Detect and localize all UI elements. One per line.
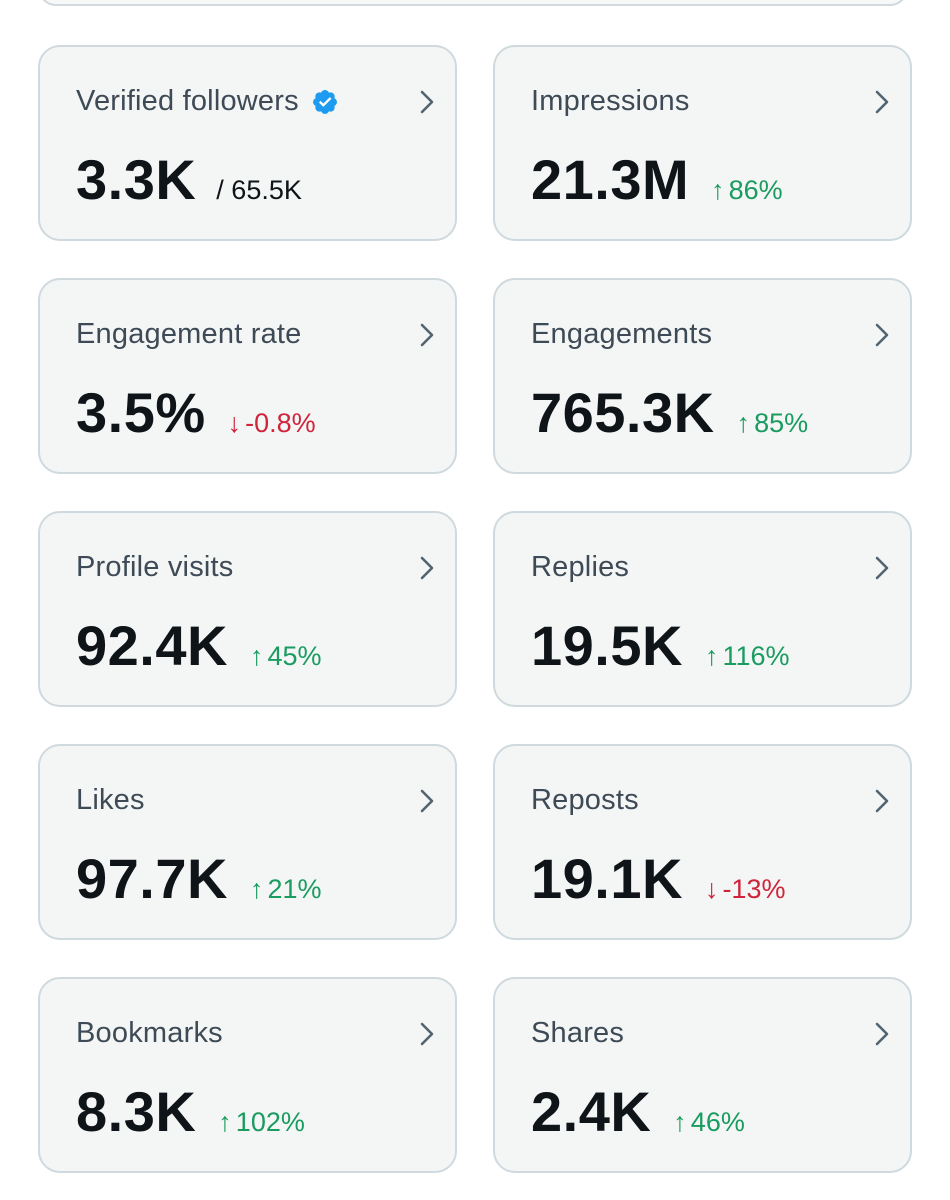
metric-change-value: -0.8% xyxy=(245,408,316,438)
chevron-right-icon xyxy=(420,323,434,347)
arrow-down-icon: ↓ xyxy=(227,408,242,438)
metric-change: ↑ 85% xyxy=(737,408,809,439)
metric-label-row: Likes xyxy=(76,784,145,817)
metric-label: Likes xyxy=(76,784,145,816)
metric-total: / 65.5K xyxy=(216,175,302,205)
metric-label-row: Reposts xyxy=(531,784,639,817)
metric-value: 21.3M xyxy=(531,148,690,211)
metric-label-row: Verified followers xyxy=(76,85,339,118)
metric-change: ↑ 21% xyxy=(250,874,322,905)
metric-value-row: 3.5% ↓ -0.8% xyxy=(76,380,316,445)
metric-label: Shares xyxy=(531,1017,625,1049)
metric-change: ↑ 102% xyxy=(218,1107,305,1138)
metric-change: ↑ 116% xyxy=(705,641,790,672)
metric-change-value: 21% xyxy=(267,874,322,904)
metric-label: Profile visits xyxy=(76,551,234,583)
previous-card-edge xyxy=(38,0,908,6)
metric-value-row: 3.3K / 65.5K xyxy=(76,147,302,212)
metric-value: 765.3K xyxy=(531,381,715,444)
metric-label: Replies xyxy=(531,551,630,583)
metric-change-value: 45% xyxy=(267,641,322,671)
arrow-up-icon: ↑ xyxy=(218,1107,232,1137)
metric-change-value: 102% xyxy=(235,1107,305,1137)
metric-label: Reposts xyxy=(531,784,639,816)
chevron-right-icon xyxy=(420,789,434,813)
arrow-up-icon: ↑ xyxy=(673,1107,687,1137)
arrow-up-icon: ↑ xyxy=(704,641,719,671)
metric-value: 19.5K xyxy=(531,614,683,677)
chevron-right-icon xyxy=(875,323,889,347)
metric-value: 92.4K xyxy=(76,614,228,677)
metric-change-value: 116% xyxy=(722,641,790,671)
metric-value-row: 8.3K ↑ 102% xyxy=(76,1079,305,1144)
metric-card-verified-followers[interactable]: Verified followers 3.3K / 65.5K xyxy=(38,45,457,241)
metric-value-row: 21.3M ↑ 86% xyxy=(531,147,783,212)
metric-label: Engagements xyxy=(531,318,713,350)
metric-label: Engagement rate xyxy=(76,318,302,350)
chevron-right-icon xyxy=(875,789,889,813)
metric-card-impressions[interactable]: Impressions 21.3M ↑ 86% xyxy=(493,45,912,241)
metric-card-engagements[interactable]: Engagements 765.3K ↑ 85% xyxy=(493,278,912,474)
chevron-right-icon xyxy=(420,1022,434,1046)
arrow-down-icon: ↓ xyxy=(704,874,719,904)
chevron-right-icon xyxy=(875,556,889,580)
chevron-right-icon xyxy=(875,1022,889,1046)
chevron-right-icon xyxy=(420,556,434,580)
chevron-right-icon xyxy=(875,90,889,114)
metrics-grid: Verified followers 3.3K / 65.5K Impressi… xyxy=(38,45,912,1173)
arrow-up-icon: ↑ xyxy=(711,175,725,205)
metric-value-row: 19.5K ↑ 116% xyxy=(531,613,790,678)
metric-label-row: Profile visits xyxy=(76,551,234,584)
metric-change: ↓ -0.8% xyxy=(228,408,316,439)
verified-badge-icon xyxy=(312,89,337,114)
metric-label: Impressions xyxy=(531,85,690,117)
metric-label-row: Impressions xyxy=(531,85,690,118)
metric-label-row: Replies xyxy=(531,551,629,584)
metric-card-reposts[interactable]: Reposts 19.1K ↓ -13% xyxy=(493,744,912,940)
metric-value: 8.3K xyxy=(76,1080,197,1143)
metric-value: 19.1K xyxy=(531,847,683,910)
metric-label-row: Engagements xyxy=(531,318,712,351)
metric-value: 97.7K xyxy=(76,847,228,910)
metric-value: 2.4K xyxy=(531,1080,652,1143)
metric-change: ↑ 46% xyxy=(673,1107,745,1138)
metric-value-row: 92.4K ↑ 45% xyxy=(76,613,321,678)
arrow-up-icon: ↑ xyxy=(249,641,264,671)
metric-value: 3.3K xyxy=(76,148,197,211)
metric-change: ↑ 86% xyxy=(711,175,783,206)
metric-card-shares[interactable]: Shares 2.4K ↑ 46% xyxy=(493,977,912,1173)
metric-label-row: Shares xyxy=(531,1017,624,1050)
metric-value-row: 97.7K ↑ 21% xyxy=(76,846,321,911)
metric-change-value: 85% xyxy=(754,408,809,438)
metric-card-replies[interactable]: Replies 19.5K ↑ 116% xyxy=(493,511,912,707)
metric-label: Verified followers xyxy=(76,85,299,117)
chevron-right-icon xyxy=(420,90,434,114)
metric-change: ↑ 45% xyxy=(250,641,322,672)
metric-change-value: 46% xyxy=(690,1107,745,1137)
arrow-up-icon: ↑ xyxy=(736,408,751,438)
metric-value: 3.5% xyxy=(76,381,206,444)
metric-change-value: 86% xyxy=(728,175,783,205)
metric-change-value: -13% xyxy=(722,874,786,904)
metric-label-row: Engagement rate xyxy=(76,318,301,351)
metric-value-row: 19.1K ↓ -13% xyxy=(531,846,785,911)
metric-label-row: Bookmarks xyxy=(76,1017,223,1050)
arrow-up-icon: ↑ xyxy=(249,874,264,904)
metric-card-engagement-rate[interactable]: Engagement rate 3.5% ↓ -0.8% xyxy=(38,278,457,474)
metric-card-likes[interactable]: Likes 97.7K ↑ 21% xyxy=(38,744,457,940)
metric-label: Bookmarks xyxy=(76,1017,223,1049)
metric-card-bookmarks[interactable]: Bookmarks 8.3K ↑ 102% xyxy=(38,977,457,1173)
metric-value-row: 765.3K ↑ 85% xyxy=(531,380,808,445)
metric-value-row: 2.4K ↑ 46% xyxy=(531,1079,745,1144)
metric-card-profile-visits[interactable]: Profile visits 92.4K ↑ 45% xyxy=(38,511,457,707)
metric-change: ↓ -13% xyxy=(705,874,786,905)
